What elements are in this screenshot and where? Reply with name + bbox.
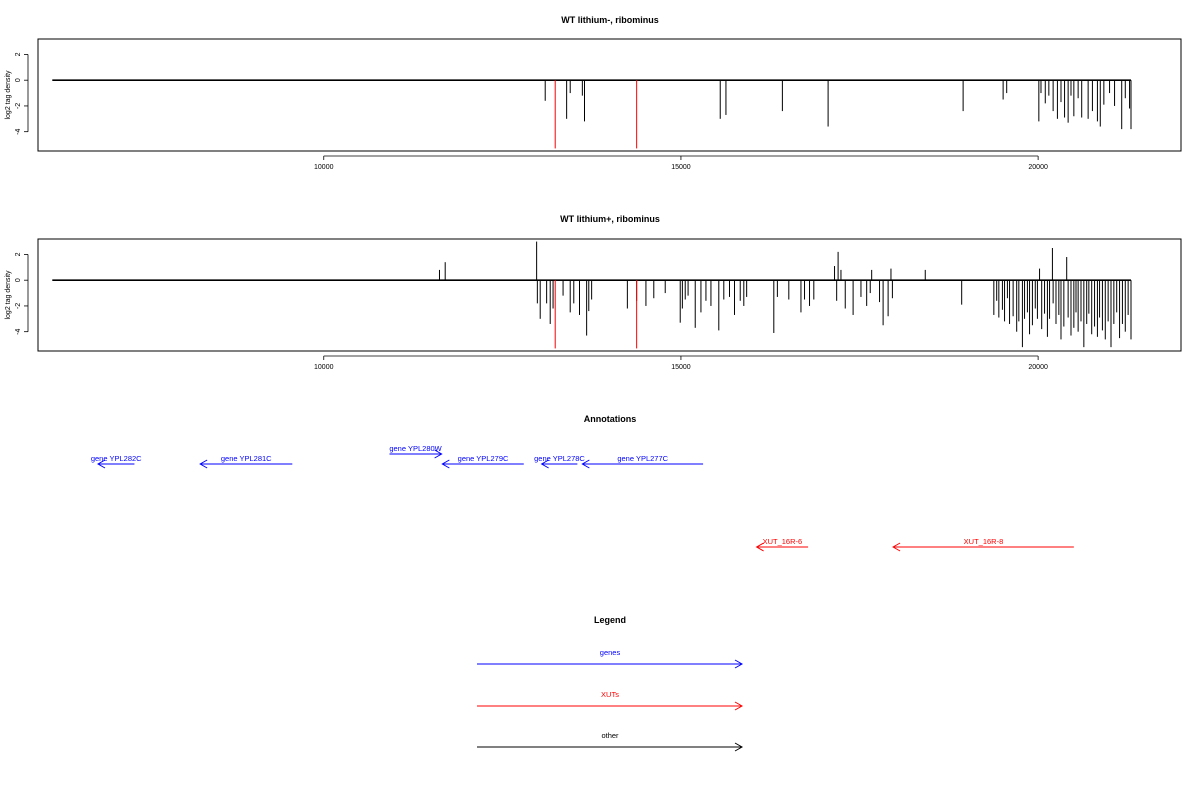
- legend-items: genes XUTs other: [477, 648, 744, 752]
- x-tick-label: 20000: [1028, 364, 1048, 371]
- x-tick-label: 10000: [314, 364, 334, 371]
- annotation-arrow: XUT_16R-6: [755, 537, 809, 552]
- chart-panel-lithium-minus: WT lithium-, ribominus log2 tag density …: [5, 15, 1182, 171]
- y-tick-label: -2: [15, 303, 22, 309]
- arrow-head: [734, 742, 744, 752]
- annotation-label: gene YPL277C: [617, 454, 668, 463]
- annotation-label: gene YPL278C: [534, 454, 585, 463]
- arrow-head: [434, 449, 443, 459]
- annotations-title: Annotations: [584, 414, 637, 424]
- y-tick-label: 0: [15, 78, 22, 82]
- legend-label: genes: [600, 648, 621, 657]
- annotation-label: gene YPL282C: [91, 454, 142, 463]
- arrow-head: [96, 459, 106, 469]
- y-tick-label: -4: [15, 128, 22, 134]
- arrow-head: [892, 542, 901, 552]
- legend-label: XUTs: [601, 690, 619, 699]
- annotation-label: XUT_16R-8: [964, 537, 1004, 546]
- chart-panel-lithium-plus: WT lithium+, ribominus log2 tag density …: [5, 214, 1182, 371]
- chart-title: WT lithium-, ribominus: [561, 15, 659, 25]
- bars-group: [52, 79, 1132, 149]
- chart-title: WT lithium+, ribominus: [560, 214, 660, 224]
- arrow-head: [441, 459, 450, 469]
- x-axis: 10000 15000 20000: [314, 355, 1048, 371]
- bars-group: [52, 241, 1132, 349]
- annotation-arrow: gene YPL280W: [389, 444, 443, 459]
- y-tick-label: 2: [15, 252, 22, 256]
- y-axis-label: log2 tag density: [5, 70, 12, 120]
- annotation-arrow: gene YPL281C: [199, 454, 293, 469]
- annotations-panel: Annotations gene YPL282C gene YPL281Cgene…: [91, 414, 1074, 552]
- arrow-head: [540, 459, 549, 469]
- y-tick-label: 2: [15, 52, 22, 56]
- annotation-arrow: gene YPL277C: [581, 454, 704, 469]
- x-tick-label: 15000: [671, 364, 691, 371]
- annotation-arrow: gene YPL278C: [534, 454, 585, 469]
- legend-title: Legend: [594, 615, 626, 625]
- y-tick-label: -2: [15, 103, 22, 109]
- y-axis-label: log2 tag density: [5, 270, 12, 320]
- arrow-head: [755, 542, 764, 552]
- x-tick-label: 20000: [1028, 164, 1048, 171]
- plot-frame: [37, 238, 1182, 352]
- plot-frame: [37, 38, 1182, 152]
- annotation-arrow: gene YPL282C: [91, 454, 142, 469]
- x-tick-label: 10000: [314, 164, 334, 171]
- annotation-arrow: gene YPL279C: [441, 454, 524, 469]
- arrow-head: [199, 459, 208, 469]
- annotation-label: gene YPL279C: [458, 454, 509, 463]
- legend-entry: XUTs: [477, 690, 744, 711]
- x-tick-label: 15000: [671, 164, 691, 171]
- annotation-arrow: XUT_16R-8: [892, 537, 1074, 552]
- legend-entry: genes: [477, 648, 744, 669]
- y-axis: 2 0 -2 -4: [15, 52, 29, 135]
- annotation-label: XUT_16R-6: [763, 537, 803, 546]
- legend-entry: other: [477, 731, 744, 752]
- legend-panel: Legend genes XUTs other: [477, 615, 744, 752]
- annotation-items: gene YPL282C gene YPL281C gene YPL280W gene…: [91, 444, 1074, 552]
- y-tick-label: -4: [15, 328, 22, 334]
- y-axis: 2 0 -2 -4: [15, 252, 29, 335]
- arrow-head: [734, 701, 744, 711]
- annotation-label: gene YPL280W: [389, 444, 442, 453]
- arrow-head: [581, 459, 590, 469]
- x-axis: 10000 15000 20000: [314, 155, 1048, 171]
- annotation-label: gene YPL281C: [221, 454, 272, 463]
- legend-label: other: [601, 731, 619, 740]
- arrow-head: [734, 659, 744, 669]
- y-tick-label: 0: [15, 278, 22, 282]
